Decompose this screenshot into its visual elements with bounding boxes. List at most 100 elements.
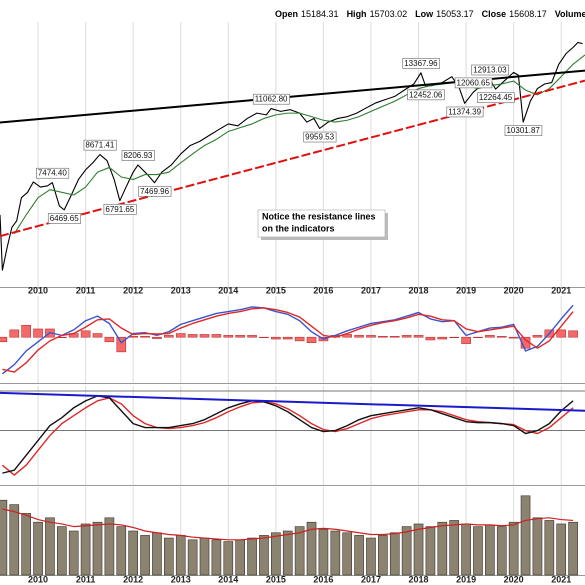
header-label: High xyxy=(346,9,367,19)
histogram-bar xyxy=(342,334,353,338)
histogram-bar xyxy=(175,333,186,338)
x-tick-label: 2011 xyxy=(76,574,96,584)
price-annotation: 8671.41 xyxy=(83,139,117,151)
x-tick-label: 2020 xyxy=(504,574,524,584)
histogram-bar xyxy=(496,335,507,338)
x-tick-label: 2017 xyxy=(361,285,381,295)
volume-bar xyxy=(413,523,424,576)
x-tick-label: 2011 xyxy=(76,285,96,295)
histogram-bar xyxy=(187,334,198,338)
price-annotation: 7469.96 xyxy=(138,186,172,197)
x-tick-label: 2010 xyxy=(28,285,48,295)
annotation-box xyxy=(83,139,117,151)
series-line xyxy=(1,397,574,476)
x-tick-label: 2017 xyxy=(361,574,381,584)
header-label: Volume xyxy=(554,9,585,19)
volume-bar xyxy=(0,499,8,576)
note-text: on the indicators xyxy=(262,223,335,233)
histogram-bar xyxy=(9,329,20,338)
header-value: 15703.02 xyxy=(369,9,408,19)
volume-bar xyxy=(187,539,198,576)
header-value: 15053.17 xyxy=(436,9,474,19)
x-tick-label: 2013 xyxy=(171,574,191,584)
x-tick-label: 2016 xyxy=(313,285,333,295)
annotation-label: 10301.87 xyxy=(506,126,540,135)
histogram-bar xyxy=(354,335,364,338)
price-annotation: 12452.06 xyxy=(407,89,445,101)
volume-bar xyxy=(128,530,138,576)
price-annotation: 9959.53 xyxy=(303,131,337,143)
volume-bar xyxy=(520,495,531,576)
volume-bar xyxy=(354,535,364,576)
volume-bar xyxy=(318,528,329,576)
quote-header: Open 15184.31 High 15703.02 Low 15053.17 Close… xyxy=(275,9,585,19)
annotation-label: 12264.45 xyxy=(479,93,513,102)
histogram-bar xyxy=(140,335,150,338)
histogram-bar xyxy=(116,336,127,353)
x-tick-label: 2019 xyxy=(456,574,476,584)
volume-bar xyxy=(235,539,246,576)
annotation-box xyxy=(47,213,82,224)
x-tick-label: 2018 xyxy=(409,285,429,295)
volume-bar xyxy=(330,530,341,576)
histogram-bar xyxy=(366,335,376,338)
x-tick-label: 2019 xyxy=(456,285,476,295)
volume-bar xyxy=(473,526,483,576)
histogram-bar xyxy=(413,335,424,338)
volume-bar xyxy=(21,513,31,576)
annotation-label: 8206.93 xyxy=(123,151,152,160)
annotation-label: 11062.80 xyxy=(255,95,288,104)
histogram-bar xyxy=(223,335,234,338)
volume-bar xyxy=(342,532,353,576)
annotation-box xyxy=(407,89,445,101)
volume-bar xyxy=(544,520,555,576)
volume-bar xyxy=(33,521,43,576)
x-tick-label: 2020 xyxy=(504,285,524,295)
volume-bar xyxy=(485,524,495,576)
note-box xyxy=(257,209,386,238)
volume-bar xyxy=(282,530,293,576)
volume-bar xyxy=(556,523,567,576)
histogram-bar xyxy=(282,336,293,340)
annotation-label: 7474.40 xyxy=(38,169,67,178)
volume-bar xyxy=(80,523,91,576)
volume-bar xyxy=(437,521,448,576)
histogram-bar xyxy=(532,335,543,338)
histogram-bar xyxy=(164,335,174,338)
x-tick-label: 2015 xyxy=(266,285,286,295)
x-tick-label: 2013 xyxy=(171,285,191,295)
annotation-box xyxy=(454,77,493,89)
x-tick-label: 2010 xyxy=(28,574,48,584)
histogram-bar xyxy=(449,336,460,339)
histogram-bar xyxy=(568,330,578,338)
histogram-bar xyxy=(294,336,305,342)
histogram-bar xyxy=(152,336,162,339)
histogram-bar xyxy=(211,334,222,338)
header-label: Open xyxy=(275,9,299,19)
x-tick-label: 2012 xyxy=(123,574,143,584)
price-annotation: 10301.87 xyxy=(504,125,543,136)
price-annotation: 6469.65 xyxy=(47,213,82,224)
volume-bar xyxy=(449,520,460,576)
price-annotation: 7474.40 xyxy=(36,167,70,179)
annotation-box xyxy=(138,186,172,197)
volume-bar xyxy=(68,530,79,576)
trend-line xyxy=(0,391,585,412)
histogram-bar xyxy=(389,335,400,338)
trend-line xyxy=(0,79,585,238)
histogram-bar xyxy=(104,336,115,343)
price-annotation: 8206.93 xyxy=(121,150,155,161)
histogram-bar xyxy=(508,336,519,339)
annotation-box xyxy=(402,58,440,69)
annotation-label: 11374.39 xyxy=(448,107,481,116)
volume-bar xyxy=(152,532,162,576)
price-annotation: 12264.45 xyxy=(477,92,515,104)
annotation-label: 8671.41 xyxy=(85,141,114,150)
histogram-bar xyxy=(437,336,448,340)
annotation-label: 12452.06 xyxy=(409,90,443,99)
volume-bar xyxy=(9,504,20,576)
price-annotation: 11374.39 xyxy=(446,106,484,118)
volume-bar xyxy=(508,521,519,576)
